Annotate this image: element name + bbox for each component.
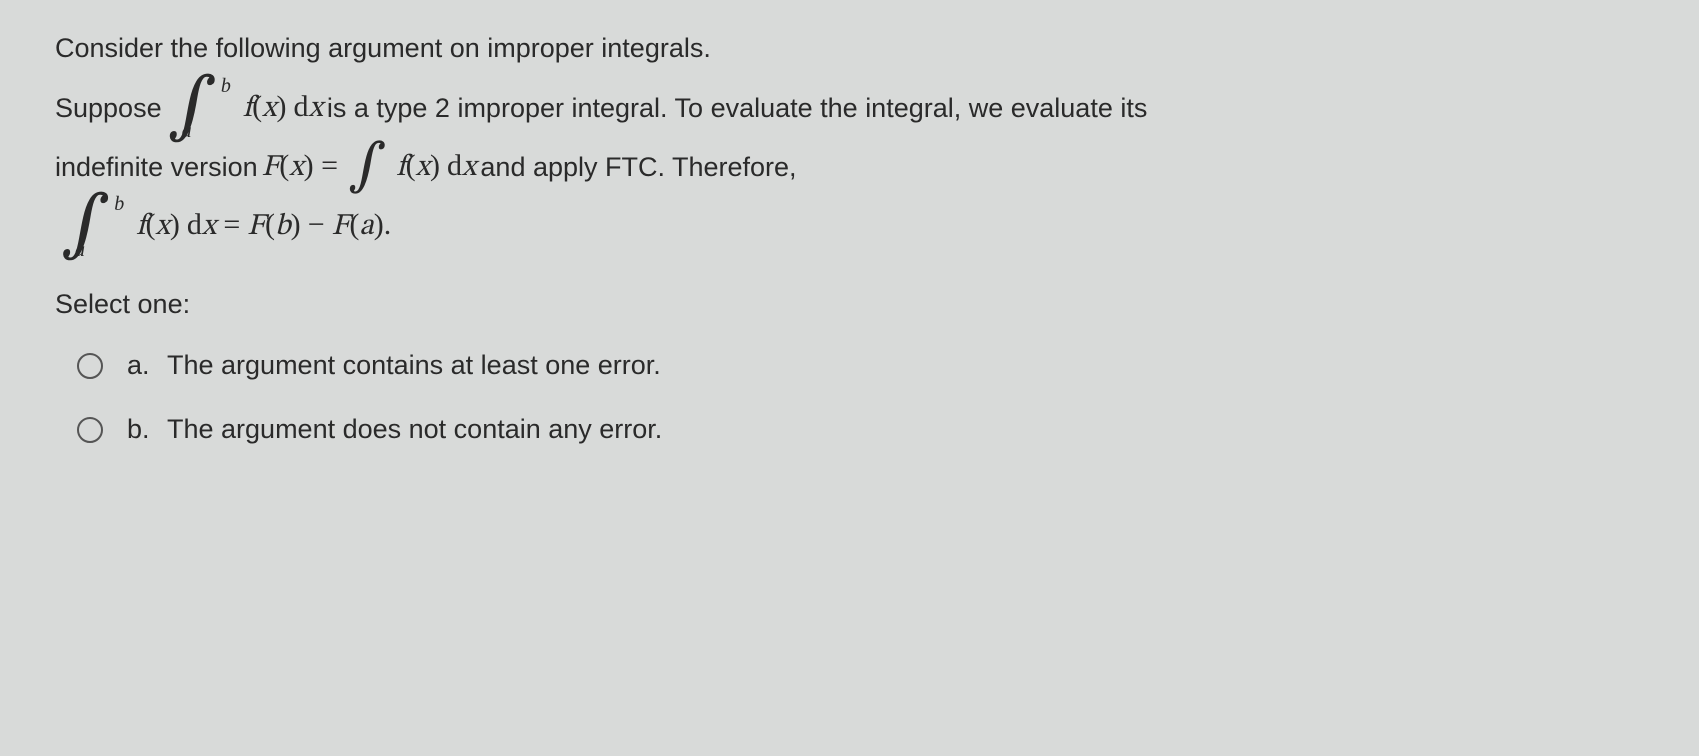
- argument-line-2: indefinite version F(x) = ∫ f(x) dx and …: [55, 143, 1644, 192]
- integrand-2: f(x) dx: [392, 143, 480, 192]
- options-list: a. The argument contains at least one er…: [55, 345, 1644, 451]
- integral-upper-bound: b: [221, 78, 231, 94]
- option-b[interactable]: b. The argument does not contain any err…: [77, 409, 1644, 451]
- ftc-result: f(x) dx = F(b) − F(a).: [132, 202, 395, 251]
- argument-line-1: Suppose ∫ b a f(x) dx is a type 2 improp…: [55, 80, 1644, 138]
- question-intro: Consider the following argument on impro…: [55, 28, 1644, 70]
- line1-post-text: is a type 2 improper integral. To evalua…: [327, 88, 1147, 130]
- option-letter-b: b.: [127, 409, 167, 451]
- radio-icon[interactable]: [77, 417, 103, 443]
- argument-line-3: ∫ b a f(x) dx = F(b) − F(a).: [55, 198, 1644, 256]
- integral-lower-bound-2: a: [75, 242, 85, 258]
- line2-pre-text: indefinite version: [55, 147, 258, 189]
- integral-upper-bound-2: b: [114, 196, 124, 212]
- line1-pre-text: Suppose: [55, 88, 162, 130]
- Fx-expression: F(x) =: [258, 143, 342, 192]
- integral-sign-icon: ∫ b a: [61, 198, 110, 256]
- question-content: Consider the following argument on impro…: [0, 0, 1699, 501]
- definite-integral-1: ∫ b a: [162, 80, 223, 138]
- option-a[interactable]: a. The argument contains at least one er…: [77, 345, 1644, 387]
- integral-sign-icon: ∫ b a: [168, 80, 217, 138]
- option-letter-a: a.: [127, 345, 167, 387]
- radio-icon[interactable]: [77, 353, 103, 379]
- integral-lower-bound: a: [182, 123, 192, 139]
- integral-sign-icon: ∫: [348, 145, 386, 190]
- indefinite-integral: ∫: [342, 145, 392, 190]
- select-one-label: Select one:: [55, 284, 1644, 326]
- line2-post-text: and apply FTC. Therefore,: [480, 147, 796, 189]
- definite-integral-2: ∫ b a: [55, 198, 116, 256]
- option-text-a: The argument contains at least one error…: [167, 345, 661, 387]
- option-text-b: The argument does not contain any error.: [167, 409, 662, 451]
- integrand-1: f(x) dx: [239, 84, 327, 133]
